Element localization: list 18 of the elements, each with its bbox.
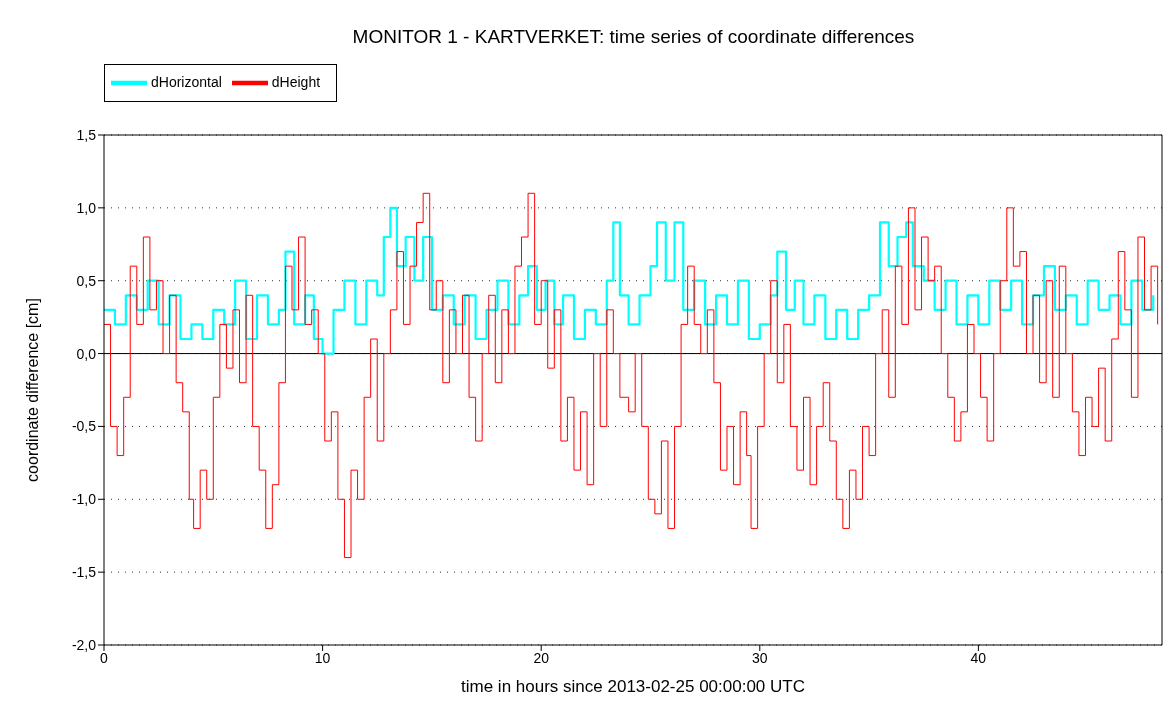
- y-axis-title: coordinate difference [cm]: [23, 298, 41, 482]
- y-tick-label: -1,5: [71, 564, 97, 581]
- y-tick-label: 0,5: [76, 272, 97, 289]
- y-tick-label: -2,0: [71, 636, 97, 653]
- legend-label: dHorizontal: [151, 73, 222, 90]
- x-tick-label: 40: [970, 649, 987, 666]
- x-axis-title: time in hours since 2013-02-25 00:00:00 UTC: [461, 677, 805, 696]
- y-tick-label: -1,0: [71, 491, 97, 508]
- legend-label: dHeight: [271, 73, 321, 90]
- y-tick-label: 1,0: [76, 199, 97, 216]
- y-tick-label: 0,0: [76, 345, 97, 362]
- y-tick-label: -0,5: [71, 418, 97, 435]
- x-tick-label: 0: [100, 649, 109, 666]
- chart-title: MONITOR 1 - KARTVERKET: time series of coordinate differences: [351, 26, 916, 48]
- x-tick-label: 10: [314, 649, 331, 666]
- x-tick-label: 20: [533, 649, 550, 666]
- x-tick-label: 30: [752, 649, 768, 666]
- y-tick-label: 1,5: [76, 126, 97, 143]
